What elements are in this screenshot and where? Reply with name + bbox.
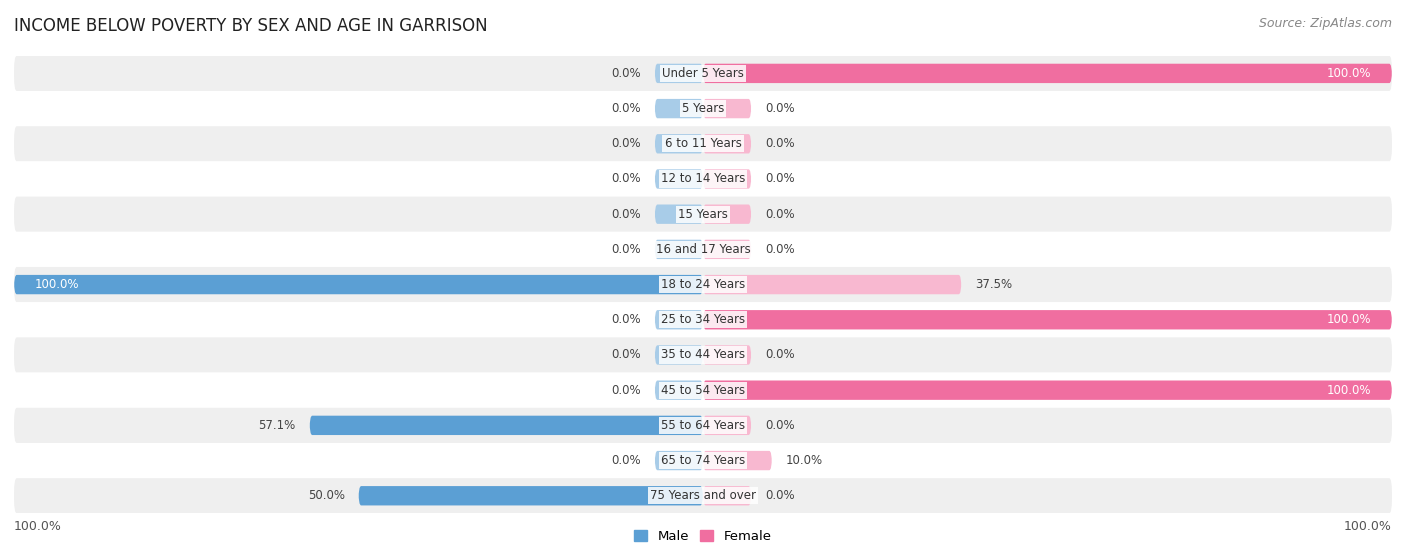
Text: 0.0%: 0.0% bbox=[765, 419, 794, 432]
Text: INCOME BELOW POVERTY BY SEX AND AGE IN GARRISON: INCOME BELOW POVERTY BY SEX AND AGE IN G… bbox=[14, 17, 488, 35]
FancyBboxPatch shape bbox=[14, 196, 1392, 232]
FancyBboxPatch shape bbox=[703, 486, 751, 506]
Text: Source: ZipAtlas.com: Source: ZipAtlas.com bbox=[1258, 17, 1392, 30]
FancyBboxPatch shape bbox=[703, 310, 1392, 329]
Text: 0.0%: 0.0% bbox=[765, 208, 794, 220]
Text: 0.0%: 0.0% bbox=[612, 102, 641, 115]
FancyBboxPatch shape bbox=[14, 408, 1392, 443]
Text: 0.0%: 0.0% bbox=[612, 67, 641, 80]
FancyBboxPatch shape bbox=[14, 478, 1392, 513]
Text: 55 to 64 Years: 55 to 64 Years bbox=[661, 419, 745, 432]
FancyBboxPatch shape bbox=[14, 91, 1392, 126]
Text: 12 to 14 Years: 12 to 14 Years bbox=[661, 172, 745, 185]
Text: 18 to 24 Years: 18 to 24 Years bbox=[661, 278, 745, 291]
Text: 0.0%: 0.0% bbox=[612, 384, 641, 397]
Text: 25 to 34 Years: 25 to 34 Years bbox=[661, 313, 745, 326]
FancyBboxPatch shape bbox=[703, 64, 1392, 83]
Text: 0.0%: 0.0% bbox=[612, 137, 641, 150]
Text: 100.0%: 100.0% bbox=[1327, 384, 1371, 397]
FancyBboxPatch shape bbox=[14, 232, 1392, 267]
FancyBboxPatch shape bbox=[655, 205, 703, 224]
Text: 0.0%: 0.0% bbox=[765, 102, 794, 115]
FancyBboxPatch shape bbox=[655, 99, 703, 118]
Text: 0.0%: 0.0% bbox=[612, 454, 641, 467]
FancyBboxPatch shape bbox=[703, 275, 962, 294]
FancyBboxPatch shape bbox=[703, 345, 751, 365]
Text: 100.0%: 100.0% bbox=[14, 521, 62, 533]
Text: 0.0%: 0.0% bbox=[612, 208, 641, 220]
FancyBboxPatch shape bbox=[703, 205, 751, 224]
Text: 65 to 74 Years: 65 to 74 Years bbox=[661, 454, 745, 467]
Text: 0.0%: 0.0% bbox=[765, 489, 794, 502]
FancyBboxPatch shape bbox=[14, 267, 1392, 302]
Text: 0.0%: 0.0% bbox=[765, 172, 794, 185]
FancyBboxPatch shape bbox=[14, 161, 1392, 196]
Text: 6 to 11 Years: 6 to 11 Years bbox=[665, 137, 741, 150]
Text: 50.0%: 50.0% bbox=[308, 489, 344, 502]
FancyBboxPatch shape bbox=[655, 381, 703, 400]
FancyBboxPatch shape bbox=[359, 486, 703, 506]
Text: 0.0%: 0.0% bbox=[612, 349, 641, 362]
FancyBboxPatch shape bbox=[14, 373, 1392, 408]
Text: 5 Years: 5 Years bbox=[682, 102, 724, 115]
Text: 0.0%: 0.0% bbox=[612, 313, 641, 326]
Text: 0.0%: 0.0% bbox=[765, 349, 794, 362]
Text: 100.0%: 100.0% bbox=[35, 278, 79, 291]
Text: 100.0%: 100.0% bbox=[1327, 313, 1371, 326]
Text: 35 to 44 Years: 35 to 44 Years bbox=[661, 349, 745, 362]
Text: 100.0%: 100.0% bbox=[1327, 67, 1371, 80]
FancyBboxPatch shape bbox=[655, 240, 703, 259]
Text: 0.0%: 0.0% bbox=[612, 172, 641, 185]
FancyBboxPatch shape bbox=[655, 345, 703, 365]
FancyBboxPatch shape bbox=[703, 240, 751, 259]
Text: 10.0%: 10.0% bbox=[786, 454, 823, 467]
FancyBboxPatch shape bbox=[703, 169, 751, 189]
Text: 37.5%: 37.5% bbox=[976, 278, 1012, 291]
Text: 100.0%: 100.0% bbox=[1344, 521, 1392, 533]
FancyBboxPatch shape bbox=[703, 99, 751, 118]
Text: 15 Years: 15 Years bbox=[678, 208, 728, 220]
FancyBboxPatch shape bbox=[14, 275, 703, 294]
Text: 0.0%: 0.0% bbox=[765, 137, 794, 150]
FancyBboxPatch shape bbox=[655, 134, 703, 153]
Text: 45 to 54 Years: 45 to 54 Years bbox=[661, 384, 745, 397]
FancyBboxPatch shape bbox=[14, 443, 1392, 478]
FancyBboxPatch shape bbox=[655, 64, 703, 83]
FancyBboxPatch shape bbox=[703, 416, 751, 435]
Text: 75 Years and over: 75 Years and over bbox=[650, 489, 756, 502]
Text: 0.0%: 0.0% bbox=[765, 243, 794, 256]
FancyBboxPatch shape bbox=[14, 126, 1392, 161]
FancyBboxPatch shape bbox=[309, 416, 703, 435]
FancyBboxPatch shape bbox=[14, 338, 1392, 373]
FancyBboxPatch shape bbox=[655, 169, 703, 189]
FancyBboxPatch shape bbox=[14, 56, 1392, 91]
FancyBboxPatch shape bbox=[703, 451, 772, 470]
FancyBboxPatch shape bbox=[703, 134, 751, 153]
FancyBboxPatch shape bbox=[655, 310, 703, 329]
FancyBboxPatch shape bbox=[655, 451, 703, 470]
Text: 57.1%: 57.1% bbox=[259, 419, 295, 432]
FancyBboxPatch shape bbox=[14, 302, 1392, 338]
Text: 16 and 17 Years: 16 and 17 Years bbox=[655, 243, 751, 256]
Legend: Male, Female: Male, Female bbox=[628, 525, 778, 548]
FancyBboxPatch shape bbox=[703, 381, 1392, 400]
Text: Under 5 Years: Under 5 Years bbox=[662, 67, 744, 80]
Text: 0.0%: 0.0% bbox=[612, 243, 641, 256]
